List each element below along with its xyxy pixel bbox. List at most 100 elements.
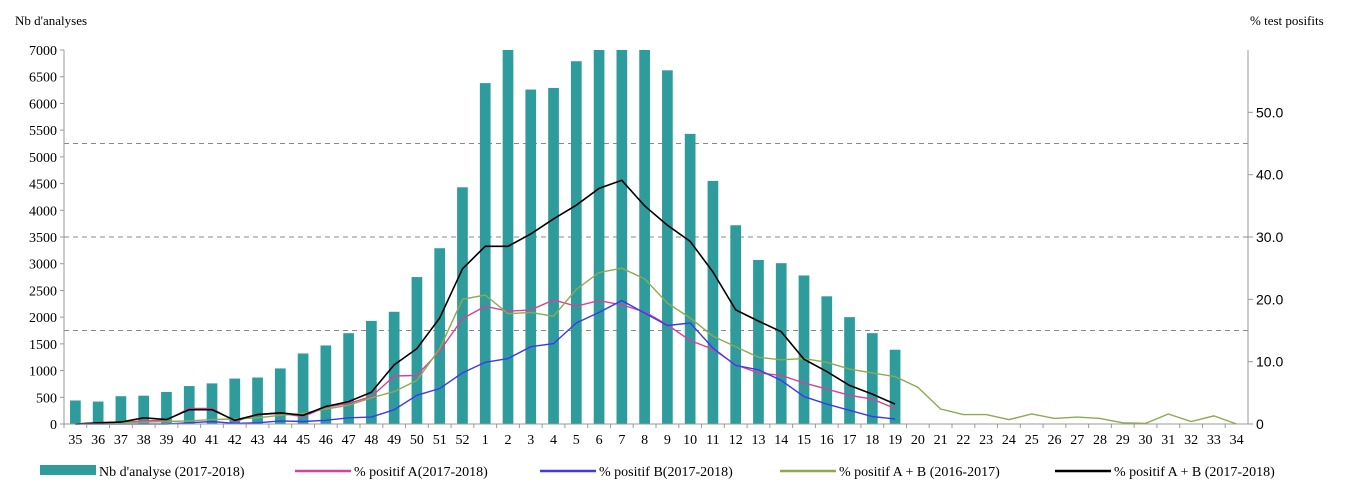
x-tick-label: 10 <box>683 433 697 448</box>
x-tick-label: 36 <box>91 433 105 448</box>
x-tick-label: 47 <box>342 433 356 448</box>
x-tick-label: 44 <box>273 433 287 448</box>
x-tick-label: 17 <box>843 433 857 448</box>
right-tick-label: 0 <box>1256 416 1264 432</box>
bar <box>320 345 331 424</box>
bar <box>639 50 650 424</box>
x-tick-label: 52 <box>455 433 469 448</box>
right-tick-label: 40.0 <box>1256 167 1283 183</box>
x-tick-label: 51 <box>433 433 447 448</box>
bar <box>116 396 127 424</box>
x-tick-label: 4 <box>550 433 557 448</box>
x-tick-label: 38 <box>137 433 151 448</box>
left-tick-label: 5500 <box>29 124 57 139</box>
bar <box>799 275 810 424</box>
legend-label: % positif A + B (2016-2017) <box>839 465 1000 480</box>
x-tick-label: 20 <box>911 433 925 448</box>
x-tick-label: 25 <box>1025 433 1039 448</box>
x-tick-label: 32 <box>1184 433 1198 448</box>
bar <box>753 260 764 424</box>
bar <box>548 88 559 424</box>
x-tick-label: 14 <box>774 433 788 448</box>
x-tick-label: 40 <box>182 433 196 448</box>
bar <box>844 317 855 424</box>
x-tick-label: 9 <box>664 433 671 448</box>
bar <box>525 90 536 424</box>
axes <box>64 50 1248 424</box>
right-tick-label: 50.0 <box>1256 104 1283 120</box>
x-tick-label: 33 <box>1207 433 1221 448</box>
bar <box>685 134 696 424</box>
bar <box>93 402 104 424</box>
bar <box>457 187 468 424</box>
line-positif-ab-2016-2017 <box>75 268 1236 424</box>
bar <box>366 321 377 424</box>
left-tick-label: 2500 <box>29 284 57 299</box>
bar <box>229 379 240 424</box>
legend: Nb d'analyse (2017-2018) % positif A(2017… <box>40 465 1275 480</box>
bar <box>184 386 195 424</box>
x-tick-label: 5 <box>573 433 580 448</box>
x-tick-label: 49 <box>387 433 401 448</box>
x-tick-label: 48 <box>364 433 378 448</box>
bar <box>480 83 491 424</box>
x-axis-ticks: 35 36 37 38 39 40 41 42 43 44 45 46 47 48 49 50 51 52 1 2 3 4… <box>64 424 1244 448</box>
x-tick-label: 35 <box>68 433 82 448</box>
gridlines <box>64 144 1248 331</box>
right-tick-label: 30.0 <box>1256 229 1283 245</box>
x-tick-label: 34 <box>1230 433 1244 448</box>
bar <box>890 350 901 424</box>
x-tick-label: 37 <box>114 433 128 448</box>
x-tick-label: 42 <box>228 433 242 448</box>
x-tick-label: 39 <box>159 433 173 448</box>
right-axis-ticks: 0 10.0 20.0 30.0 40.0 50.0 <box>1248 104 1283 432</box>
left-tick-label: 3000 <box>29 258 57 273</box>
x-tick-label: 18 <box>865 433 879 448</box>
bar <box>776 263 787 424</box>
x-tick-label: 23 <box>979 433 993 448</box>
bar <box>70 400 81 424</box>
x-tick-label: 6 <box>596 433 603 448</box>
x-tick-label: 13 <box>751 433 765 448</box>
left-tick-label: 2000 <box>29 311 57 326</box>
left-tick-label: 3500 <box>29 231 57 246</box>
left-tick-label: 1000 <box>29 365 57 380</box>
x-tick-label: 22 <box>956 433 970 448</box>
x-tick-label: 2 <box>505 433 512 448</box>
x-tick-label: 29 <box>1116 433 1130 448</box>
x-tick-label: 28 <box>1093 433 1107 448</box>
x-tick-label: 46 <box>319 433 333 448</box>
right-tick-label: 20.0 <box>1256 291 1283 307</box>
x-tick-label: 31 <box>1161 433 1175 448</box>
line-series <box>75 180 1236 424</box>
x-tick-label: 21 <box>934 433 948 448</box>
x-tick-label: 50 <box>410 433 424 448</box>
left-tick-label: 7000 <box>29 44 57 59</box>
x-tick-label: 19 <box>888 433 902 448</box>
left-tick-label: 6000 <box>29 97 57 112</box>
x-tick-label: 16 <box>820 433 834 448</box>
legend-label: Nb d'analyse (2017-2018) <box>99 465 245 480</box>
bar <box>594 50 605 424</box>
x-tick-label: 3 <box>527 433 534 448</box>
bar <box>343 333 354 424</box>
left-tick-label: 1500 <box>29 338 57 353</box>
left-tick-label: 4000 <box>29 204 57 219</box>
bar <box>867 333 878 424</box>
legend-label: % positif A + B (2017-2018) <box>1114 465 1275 480</box>
x-tick-label: 45 <box>296 433 310 448</box>
left-tick-label: 6500 <box>29 71 57 86</box>
bar <box>138 396 149 424</box>
left-tick-label: 4500 <box>29 178 57 193</box>
legend-swatch-bar <box>40 465 96 475</box>
x-tick-label: 7 <box>618 433 625 448</box>
bar <box>662 70 673 424</box>
x-tick-label: 8 <box>641 433 648 448</box>
right-axis-title: % test posifits <box>1250 13 1324 28</box>
left-tick-label: 0 <box>50 418 57 433</box>
x-tick-label: 11 <box>706 433 719 448</box>
legend-label: % positif B(2017-2018) <box>599 465 733 480</box>
x-tick-label: 15 <box>797 433 811 448</box>
left-tick-label: 500 <box>36 391 57 406</box>
